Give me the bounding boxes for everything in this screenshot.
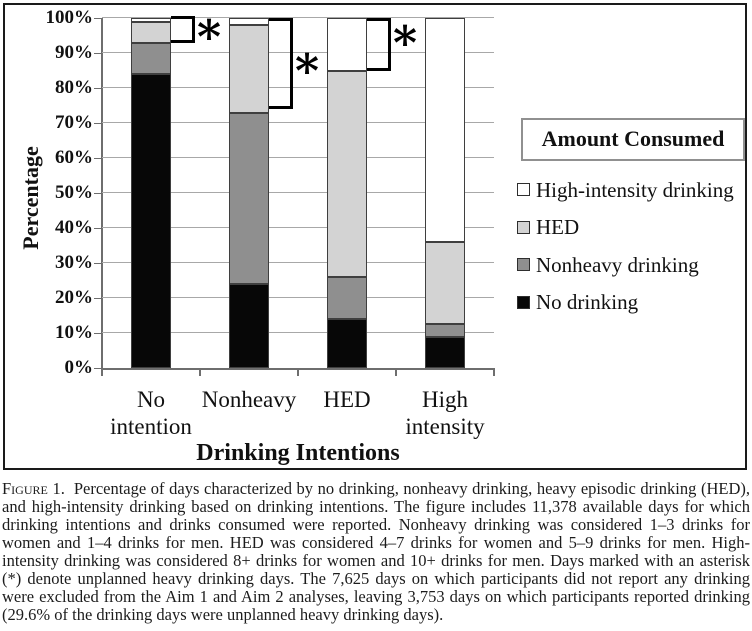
x-tick-mark — [101, 369, 103, 376]
x-axis-title: Drinking Intentions — [196, 440, 400, 466]
legend-item: No drinking — [517, 288, 749, 317]
y-tick-label: 90% — [55, 42, 93, 63]
figure-caption-label: Figure 1. — [2, 479, 65, 498]
significance-bracket — [269, 18, 293, 109]
y-tick-label: 60% — [55, 147, 93, 168]
bar-segment — [425, 324, 465, 337]
legend-item: HED — [517, 213, 749, 242]
y-tick-label: 70% — [55, 112, 93, 133]
asterisk-marker: * — [393, 15, 418, 70]
legend-swatch-hed — [517, 220, 530, 234]
x-axis-line — [101, 368, 495, 370]
x-category-label: HED — [323, 387, 371, 412]
gridline — [102, 297, 494, 298]
bar-segment — [131, 42, 171, 74]
y-tick-label: 30% — [55, 252, 93, 273]
y-tick-mark — [94, 332, 102, 334]
bar-segment — [131, 21, 171, 43]
y-tick-label: 10% — [55, 322, 93, 343]
bar-segment — [327, 319, 367, 368]
y-tick-label: 100% — [45, 7, 94, 28]
y-tick-mark — [94, 87, 102, 89]
y-tick-label: 20% — [55, 287, 93, 308]
y-tick-mark — [94, 52, 102, 54]
x-category-label: High intensity — [405, 387, 485, 439]
bar-segment — [327, 18, 367, 71]
asterisk-marker: * — [295, 43, 320, 98]
legend-label: High-intensity drinking — [536, 177, 734, 202]
legend-title: Amount Consumed — [541, 126, 725, 151]
significance-bracket — [171, 16, 195, 43]
bar-segment — [425, 242, 465, 325]
y-tick-mark — [94, 367, 102, 369]
legend-swatch-no-drinking — [517, 295, 530, 309]
y-tick-mark — [94, 297, 102, 299]
gridline — [102, 87, 494, 88]
gridline — [102, 122, 494, 123]
y-tick-mark — [94, 122, 102, 124]
bar-segment — [327, 277, 367, 319]
x-tick-mark — [493, 369, 495, 376]
legend-label: No drinking — [536, 290, 639, 314]
y-tick-label: 0% — [64, 357, 94, 378]
bar-segment — [425, 336, 465, 368]
x-tick-mark — [199, 369, 201, 376]
bar-segment — [131, 74, 171, 368]
bar-segment — [229, 284, 269, 368]
plot-area: * * * — [102, 10, 494, 368]
gridline — [102, 227, 494, 228]
significance-bracket — [367, 18, 391, 71]
y-tick-label: 80% — [55, 77, 93, 98]
bar-segment — [229, 112, 269, 284]
gridline — [102, 17, 494, 18]
legend-label: HED — [536, 215, 580, 239]
bar-segment — [229, 25, 269, 113]
bar-segment — [425, 18, 465, 242]
legend-item: High-intensity drinking — [517, 175, 749, 204]
y-tick-mark — [94, 192, 102, 194]
y-tick-label: 50% — [55, 182, 93, 203]
legend-title-box: Amount Consumed — [521, 118, 745, 161]
bar-segment — [131, 18, 171, 22]
x-tick-mark — [395, 369, 397, 376]
y-tick-mark — [94, 227, 102, 229]
gridline — [102, 192, 494, 193]
figure-caption: Figure 1. Percentage of days characterize… — [2, 480, 750, 624]
asterisk-marker: * — [197, 10, 222, 65]
legend-swatch-nonheavy-drinking — [517, 258, 530, 271]
x-category-label: Nonheavy — [201, 387, 297, 412]
gridline — [102, 157, 494, 158]
gridline — [102, 332, 494, 333]
x-tick-mark — [297, 369, 299, 376]
gridline — [102, 52, 494, 53]
legend-item: Nonheavy drinking — [517, 250, 749, 279]
y-tick-label: 40% — [55, 217, 93, 238]
figure-1-panel: Percentage * * * Drinking Intentions Amoun… — [3, 3, 747, 470]
y-tick-mark — [94, 262, 102, 264]
figure-caption-text: Percentage of days characterized by no d… — [2, 479, 750, 624]
x-category-label: No intention — [110, 387, 192, 439]
y-tick-mark — [94, 17, 102, 19]
legend-label: Nonheavy drinking — [536, 252, 699, 277]
gridline — [102, 262, 494, 263]
bar-segment — [229, 18, 269, 25]
y-tick-mark — [94, 157, 102, 159]
bar-segment — [327, 70, 367, 277]
legend-swatch-high-intensity-drinking — [517, 183, 530, 196]
